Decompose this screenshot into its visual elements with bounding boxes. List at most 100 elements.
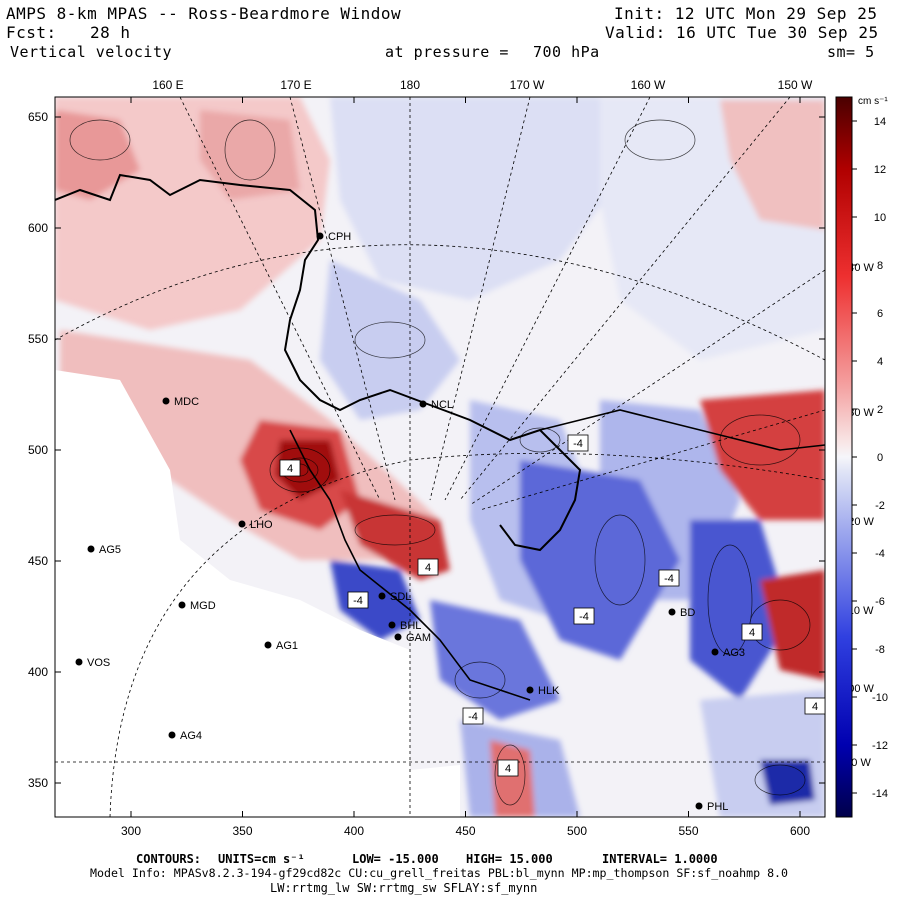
x-tick-label: 350 [232, 824, 252, 838]
station-label: PHL [707, 801, 728, 813]
station-label: BHL [400, 620, 421, 632]
station-label: BD [680, 607, 695, 619]
contour-label: 4 [505, 763, 511, 775]
station-label: HLK [538, 685, 560, 697]
station-label: LHO [250, 519, 273, 531]
contour-label-box [417, 558, 439, 576]
station-label: MGD [190, 600, 216, 612]
station-dot [394, 633, 402, 641]
colorbar-tick-label: 14 [874, 116, 886, 128]
contour-label-box [741, 623, 763, 641]
station-label: AG1 [276, 640, 298, 652]
station-label: VOS [87, 657, 110, 669]
x-tick-label: 550 [678, 824, 698, 838]
station-dot [388, 621, 396, 629]
station-dot [162, 397, 170, 405]
longitude-labels: 160 E 170 E 180 170 W 160 W 150 W [152, 78, 813, 92]
station-dot [668, 608, 676, 616]
velocity-field [55, 97, 825, 817]
valid-time: Valid: 16 UTC Tue 30 Sep 25 [605, 23, 879, 42]
y-tick-label: 450 [28, 554, 48, 568]
station-dot [316, 232, 324, 240]
colorbar-tick-label: -12 [872, 740, 888, 752]
contours-units: UNITS=cm s⁻¹ [218, 852, 305, 866]
colorbar-units: cm s⁻¹ [858, 96, 888, 107]
contour-label: -4 [664, 573, 674, 585]
station-label: AG5 [99, 544, 121, 556]
colorbar-tick-label: -8 [875, 644, 885, 656]
colorbar-tick-label: 10 [874, 212, 886, 224]
station-dot [526, 686, 534, 694]
contour-label-box [573, 607, 595, 625]
station-dot [75, 658, 83, 666]
x-tick-label: 450 [455, 824, 475, 838]
contour-label: 4 [287, 463, 293, 475]
contour-label: 4 [749, 627, 755, 639]
x-tick-label: 400 [344, 824, 364, 838]
contour-label: 4 [425, 562, 431, 574]
longitude-label: 180 [400, 78, 420, 92]
station-dot [378, 592, 386, 600]
colorbar-tick-label: -10 [872, 692, 888, 704]
coastline [55, 173, 582, 552]
contour-label-box [567, 434, 589, 452]
contour-label-box [804, 697, 826, 715]
contours-label: CONTOURS: [136, 852, 202, 866]
contour-label-box [347, 591, 369, 609]
station-label: MDC [174, 396, 199, 408]
station-label: SDL [390, 591, 411, 603]
station-dot [695, 802, 703, 810]
y-tick-label: 400 [28, 665, 48, 679]
contours-low: LOW= -15.000 [352, 852, 439, 866]
colorbar-tick-label: 6 [877, 308, 883, 320]
station-label: GAM [406, 632, 431, 644]
colorbar-tick-label: -4 [875, 548, 885, 560]
station-dot [178, 601, 186, 609]
station-label: CPH [328, 231, 351, 243]
model-info: Model Info: MPASv8.2.3-194-gf29cd82c CU:… [90, 866, 789, 880]
contour-label-box [497, 759, 519, 777]
y-tick-label: 600 [28, 221, 48, 235]
pressure-level: 700 hPa [533, 43, 600, 61]
longitude-label: 150 W [778, 78, 813, 92]
y-tick-label: 350 [28, 776, 48, 790]
x-tick-label: 500 [567, 824, 587, 838]
contours-high: HIGH= 15.000 [466, 852, 553, 866]
x-tick-label: 600 [790, 824, 810, 838]
smoothing: sm= 5 [827, 43, 875, 61]
colorbar-tick-label: -2 [875, 500, 885, 512]
colorbar-tick-label: 0 [877, 452, 883, 464]
contours-interval: INTERVAL= 1.0000 [602, 852, 718, 866]
contour-label: -4 [573, 438, 583, 450]
station-markers: CPH MDC NCL AG5 LHO MGD AG1 VOS AG4 BHL PHL SDL GAM H… [75, 231, 745, 813]
physics-info: LW:rrtmg_lw SW:rrtmg_sw SFLAY:sf_mynn [270, 881, 538, 895]
init-time: Init: 12 UTC Mon 29 Sep 25 [614, 4, 878, 23]
station-dot [87, 545, 95, 553]
contour-label-box [658, 569, 680, 587]
colorbar-tick-label: -6 [875, 596, 885, 608]
station-label: AG4 [180, 730, 202, 742]
colorbar-tick-label: 4 [877, 356, 883, 368]
pressure-label: at pressure = [385, 43, 509, 61]
longitude-label: 160 E [152, 78, 183, 92]
contour-label-box [462, 707, 484, 725]
station-dot [264, 641, 272, 649]
field-name: Vertical velocity [10, 43, 173, 61]
y-axis: 650 600 550 500 450 400 350 [28, 110, 825, 790]
station-dot [238, 520, 246, 528]
colorbar-tick-label: 12 [874, 164, 886, 176]
colorbar-tick-label: 8 [877, 260, 883, 272]
contour-label-box [279, 459, 301, 477]
longitude-label: 170 W [510, 78, 545, 92]
contour-label: -4 [468, 711, 478, 723]
y-tick-label: 550 [28, 332, 48, 346]
y-tick-label: 650 [28, 110, 48, 124]
map-title: AMPS 8-km MPAS -- Ross-Beardmore Window [6, 4, 402, 23]
longitude-label: 160 W [631, 78, 666, 92]
station-label: AG3 [723, 647, 745, 659]
colorbar-tick-label: -14 [872, 788, 888, 800]
contour-label: 4 [812, 701, 818, 713]
colorbar-tick-label: 2 [877, 404, 883, 416]
longitude-label: 170 E [280, 78, 311, 92]
